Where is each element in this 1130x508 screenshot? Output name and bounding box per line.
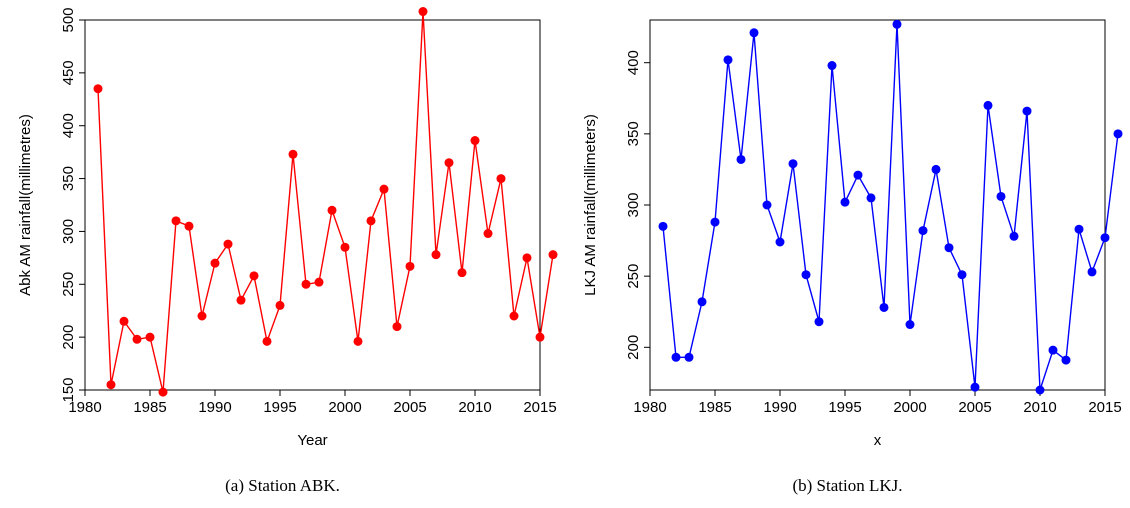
svg-text:350: 350 <box>60 166 77 191</box>
caption-right: (b) Station LKJ. <box>565 470 1130 496</box>
svg-text:400: 400 <box>625 50 642 75</box>
caption-row: (a) Station ABK. (b) Station LKJ. <box>0 470 1130 496</box>
svg-text:2000: 2000 <box>328 399 361 416</box>
svg-text:1995: 1995 <box>828 399 861 416</box>
left-panel: 1980198519901995200020052010201515020025… <box>0 0 565 470</box>
svg-text:250: 250 <box>60 272 77 297</box>
chart-left: 1980198519901995200020052010201515020025… <box>0 0 565 470</box>
svg-text:150: 150 <box>60 377 77 402</box>
svg-text:LKJ AM rainfall(millimeters): LKJ AM rainfall(millimeters) <box>582 114 599 296</box>
svg-text:450: 450 <box>60 60 77 85</box>
svg-text:1990: 1990 <box>763 399 796 416</box>
svg-text:Abk AM rainfall(millimetres): Abk AM rainfall(millimetres) <box>17 114 34 296</box>
svg-text:1990: 1990 <box>198 399 231 416</box>
svg-text:2005: 2005 <box>958 399 991 416</box>
panel-container: 1980 1985 1990 1995 2000 2005 2010 2015 150 200 25… <box>0 0 1130 470</box>
svg-text:2005: 2005 <box>393 399 426 416</box>
svg-text:2015: 2015 <box>1088 399 1121 416</box>
svg-text:400: 400 <box>60 113 77 138</box>
svg-text:200: 200 <box>60 325 77 350</box>
svg-text:2015: 2015 <box>523 399 556 416</box>
svg-text:2000: 2000 <box>893 399 926 416</box>
chart-right: 1980 1985 1990 1995 2000 2005 2010 2015 200 250 30… <box>565 0 1130 470</box>
svg-text:1985: 1985 <box>133 399 166 416</box>
svg-text:300: 300 <box>625 192 642 217</box>
svg-text:200: 200 <box>625 335 642 360</box>
svg-text:x: x <box>874 432 882 449</box>
svg-text:1985: 1985 <box>698 399 731 416</box>
svg-text:250: 250 <box>625 264 642 289</box>
caption-left: (a) Station ABK. <box>0 470 565 496</box>
svg-text:500: 500 <box>60 7 77 32</box>
svg-text:Year: Year <box>297 432 327 449</box>
svg-text:1995: 1995 <box>263 399 296 416</box>
svg-text:2010: 2010 <box>1023 399 1056 416</box>
svg-text:350: 350 <box>625 121 642 146</box>
right-panel: 1980 1985 1990 1995 2000 2005 2010 2015 200 250 30… <box>565 0 1130 470</box>
svg-text:300: 300 <box>60 219 77 244</box>
svg-text:1980: 1980 <box>633 399 666 416</box>
svg-text:2010: 2010 <box>458 399 491 416</box>
